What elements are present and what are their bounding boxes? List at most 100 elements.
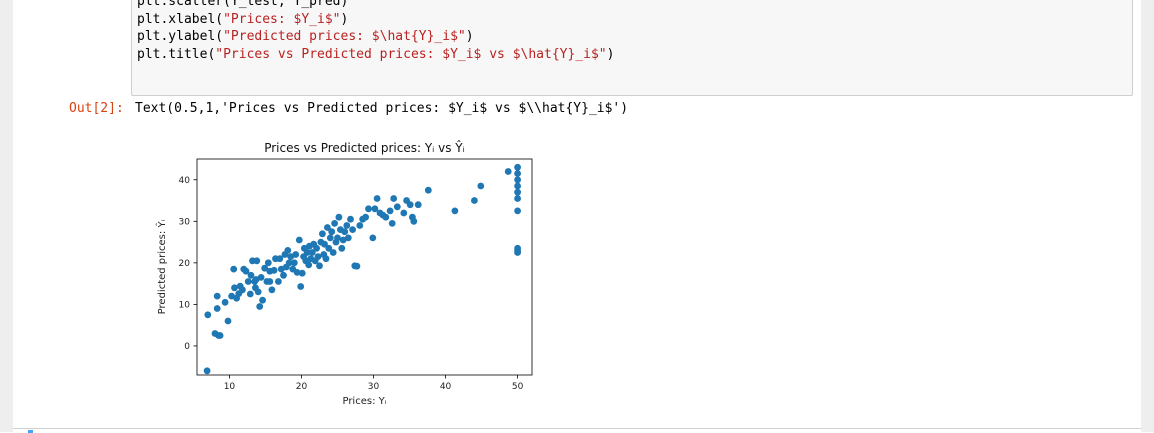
data-point [297,283,305,290]
y-tick-label: 0 [184,342,190,352]
data-point [256,303,264,310]
data-point [292,251,300,258]
data-point [290,259,298,267]
data-point [514,170,521,177]
data-point [365,205,372,213]
data-point [285,259,293,267]
data-point [326,234,334,242]
data-point [230,265,238,273]
data-point [203,367,211,375]
data-point [334,234,341,242]
chart-title: Prices vs Predicted prices: Yᵢ vs Ŷᵢ [264,140,465,155]
data-point [349,226,356,233]
x-tick-label: 50 [512,382,524,392]
data-point [356,222,364,229]
data-point [254,288,262,296]
data-point [388,220,396,227]
data-point [514,207,521,215]
code-line: plt.title("Prices vs Predicted prices: $… [137,46,614,64]
data-point [390,195,398,202]
code-token: plt.scatter(Y_test, Y_pred) [137,0,349,9]
data-point [514,249,521,256]
data-point [204,311,212,319]
data-point [276,255,284,263]
data-point [451,207,459,215]
data-point [347,215,354,223]
data-point [213,292,221,300]
chart-svg: Prices vs Predicted prices: Yᵢ vs Ŷᵢ 10 20… [155,140,533,407]
data-point [393,203,401,211]
data-point [275,278,282,285]
data-point [295,236,303,244]
data-point [371,205,379,213]
data-point [331,220,338,227]
code-token: plt.title( [137,46,216,62]
data-point [343,222,351,229]
code-string-token: "Prices vs Predicted prices: $Y_i$ vs $\… [215,46,607,62]
data-point [414,201,422,209]
data-point [253,257,261,265]
data-point [335,213,343,221]
next-cell[interactable] [13,428,1141,433]
code-token: plt.xlabel( [137,11,224,27]
data-point [514,176,521,184]
data-point [514,163,521,171]
code-editor[interactable]: plt.scatter(Y_test, Y_pred) plt.xlabel("P… [137,0,614,63]
left-gutter [0,0,13,432]
data-point [314,253,322,260]
code-string-token: "Prices: $Y_i$" [223,11,341,27]
scatter-plot: Prices vs Predicted prices: Yᵢ vs Ŷᵢ 10 20… [140,132,540,417]
data-point [369,234,377,242]
data-point [344,234,352,242]
data-point [324,224,331,231]
notebook-container: plt.scatter(Y_test, Y_pred) plt.xlabel("P… [13,0,1141,432]
data-point [242,267,250,275]
data-point [280,271,287,279]
y-tick-label: 40 [179,176,191,186]
y-tick-label: 30 [179,217,191,227]
x-tick-label: 40 [440,382,452,392]
x-tick-label: 20 [296,382,308,392]
y-tick-label: 20 [179,259,191,269]
data-point [268,286,276,294]
data-point [321,240,328,248]
data-point [338,244,346,252]
x-axis-label: Prices: Yᵢ [342,396,386,407]
data-point [259,296,266,304]
data-point [400,209,408,217]
data-point [308,249,316,256]
data-point [353,262,361,270]
data-point [341,228,349,236]
right-gutter [1141,0,1154,432]
code-line: plt.scatter(Y_test, Y_pred) [137,0,614,11]
data-point [264,259,272,267]
y-tick-label: 10 [179,300,191,310]
code-line: plt.xlabel("Prices: $Y_i$") [137,11,614,29]
data-point [246,290,254,298]
data-point [303,249,311,256]
code-token: ) [465,29,474,44]
data-point [216,332,224,339]
data-point [261,264,269,272]
data-point [382,213,390,221]
data-point [239,286,246,294]
code-token: ) [340,11,349,27]
data-point [298,269,306,277]
data-point [213,305,221,312]
y-axis-label: Predicted prices: Ŷᵢ [155,219,168,314]
code-cell-input[interactable]: plt.scatter(Y_test, Y_pred) plt.xlabel("P… [131,0,1133,96]
data-point [328,228,336,236]
x-tick-label: 10 [224,382,236,392]
data-point [322,255,330,263]
data-point [313,244,320,252]
data-point [504,168,512,175]
code-token: plt.ylabel( [137,29,224,44]
data-point [339,236,347,244]
data-point [257,274,265,281]
data-point [305,261,313,269]
data-point [221,298,229,306]
data-point [244,278,252,285]
data-point [284,247,292,254]
data-point [362,213,369,221]
data-point [266,278,274,285]
